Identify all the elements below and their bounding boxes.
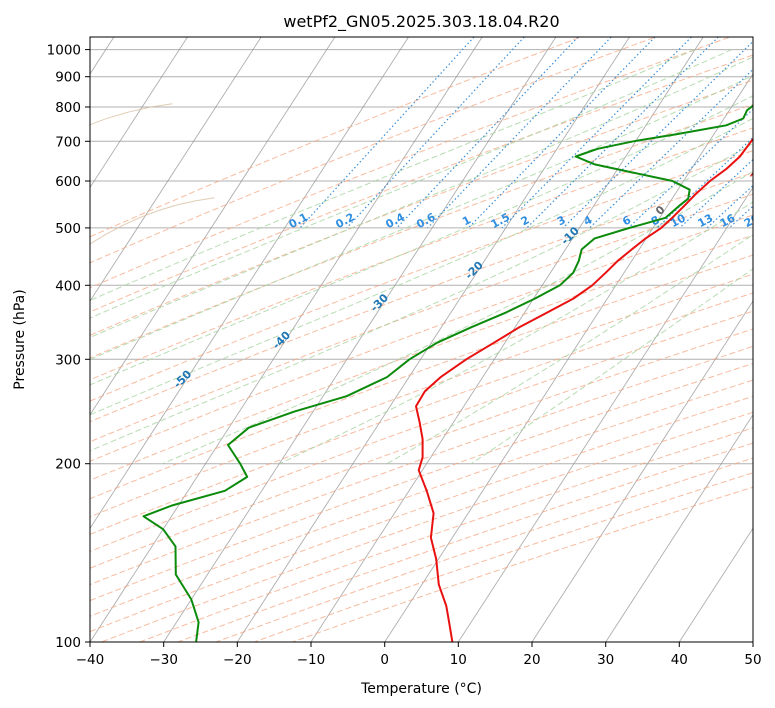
mixing-ratio-line xyxy=(526,37,719,229)
sounding-series xyxy=(142,104,753,642)
dry-adiabat xyxy=(90,362,753,602)
isotherm-line xyxy=(90,37,336,416)
mixing-ratio-line xyxy=(299,37,475,229)
x-tick-label: 50 xyxy=(744,652,761,668)
x-axis-label: Temperature (°C) xyxy=(360,681,482,697)
mixing-ratio-line xyxy=(562,40,753,229)
moist-adiabat xyxy=(386,234,753,465)
x-tick-label: 30 xyxy=(597,652,614,668)
isotherm-line xyxy=(90,37,409,530)
dry-adiabat xyxy=(90,37,583,238)
y-axis: 100 200 300 400 500 600 700 800 900 1000 xyxy=(47,43,90,651)
isotherm-line xyxy=(310,37,704,642)
curved-guide-line xyxy=(90,197,215,245)
moist-adiabat xyxy=(90,142,753,452)
temperature-profile xyxy=(415,137,753,642)
isotherm-line xyxy=(90,37,188,189)
mixing-ratio-label: 20 xyxy=(742,211,762,230)
dry-adiabat xyxy=(90,345,753,586)
dry-adiabat xyxy=(90,37,658,264)
y-tick-label: 100 xyxy=(55,635,81,651)
x-tick-label: −40 xyxy=(76,652,105,668)
x-tick-label: −30 xyxy=(149,652,178,668)
dry-adiabat xyxy=(90,310,753,553)
moist-adiabat xyxy=(279,201,753,465)
dry-adiabat xyxy=(90,54,753,313)
x-tick-label: 20 xyxy=(523,652,540,668)
isotherm-line xyxy=(90,37,262,302)
isotherm-line xyxy=(236,37,630,642)
x-tick-label: −20 xyxy=(223,652,252,668)
y-tick-label: 1000 xyxy=(47,43,81,59)
dry-adiabat xyxy=(90,254,753,500)
y-axis-label: Pressure (hPa) xyxy=(12,289,28,389)
y-tick-label: 200 xyxy=(55,457,81,473)
chart-title: wetPf2_GN05.2025.303.18.04.R20 xyxy=(283,12,559,32)
dry-adiabat xyxy=(90,193,753,443)
y-tick-label: 900 xyxy=(55,70,81,86)
y-tick-label: 600 xyxy=(55,174,81,190)
y-tick-label: 700 xyxy=(55,134,81,150)
mixing-ratio-label: 13 xyxy=(696,211,716,230)
isotherm-line xyxy=(605,413,753,642)
dewpoint-profile xyxy=(142,104,753,642)
dry-adiabat xyxy=(90,292,753,535)
y-tick-label: 800 xyxy=(55,100,81,116)
mixing-ratio-label: 16 xyxy=(718,211,738,230)
mixing-ratio-line xyxy=(679,158,753,229)
background-lines xyxy=(90,37,753,642)
plot-frame xyxy=(89,36,754,643)
moist-adiabat xyxy=(90,117,753,416)
mixing-ratio-line xyxy=(501,37,692,229)
isotherm-line xyxy=(384,73,753,642)
isotherm-line xyxy=(457,186,753,642)
dry-adiabat xyxy=(90,79,753,336)
moist-adiabat xyxy=(90,56,753,339)
y-tick-label: 400 xyxy=(55,278,81,294)
isotherm-line xyxy=(531,300,753,642)
x-axis: −40 −30 −20 −10 0 10 20 30 40 50 xyxy=(76,642,762,668)
dry-adiabat xyxy=(90,150,753,402)
mixing-ratio-line xyxy=(346,37,525,229)
isotherm-line xyxy=(90,37,483,642)
y-tick-label: 500 xyxy=(55,221,81,237)
isotherm-line xyxy=(163,37,557,642)
x-tick-label: 0 xyxy=(380,652,389,668)
x-tick-label: 40 xyxy=(671,652,688,668)
isotherm-line xyxy=(678,527,753,642)
moist-adiabat xyxy=(90,49,733,319)
moist-adiabat xyxy=(162,170,753,465)
moist-adiabat xyxy=(90,49,696,302)
moist-adiabat xyxy=(471,268,753,465)
moist-adiabat xyxy=(90,74,753,361)
mixing-ratio-line xyxy=(656,136,753,229)
y-tick-label: 300 xyxy=(55,352,81,368)
dry-adiabat xyxy=(90,172,753,423)
x-tick-label: 10 xyxy=(450,652,467,668)
mixing-ratio-line xyxy=(467,37,656,229)
x-tick-label: −10 xyxy=(297,652,326,668)
isotherm-label: 10 xyxy=(747,164,767,184)
mixing-ratio-line xyxy=(427,37,612,229)
dry-adiabat xyxy=(90,214,753,462)
